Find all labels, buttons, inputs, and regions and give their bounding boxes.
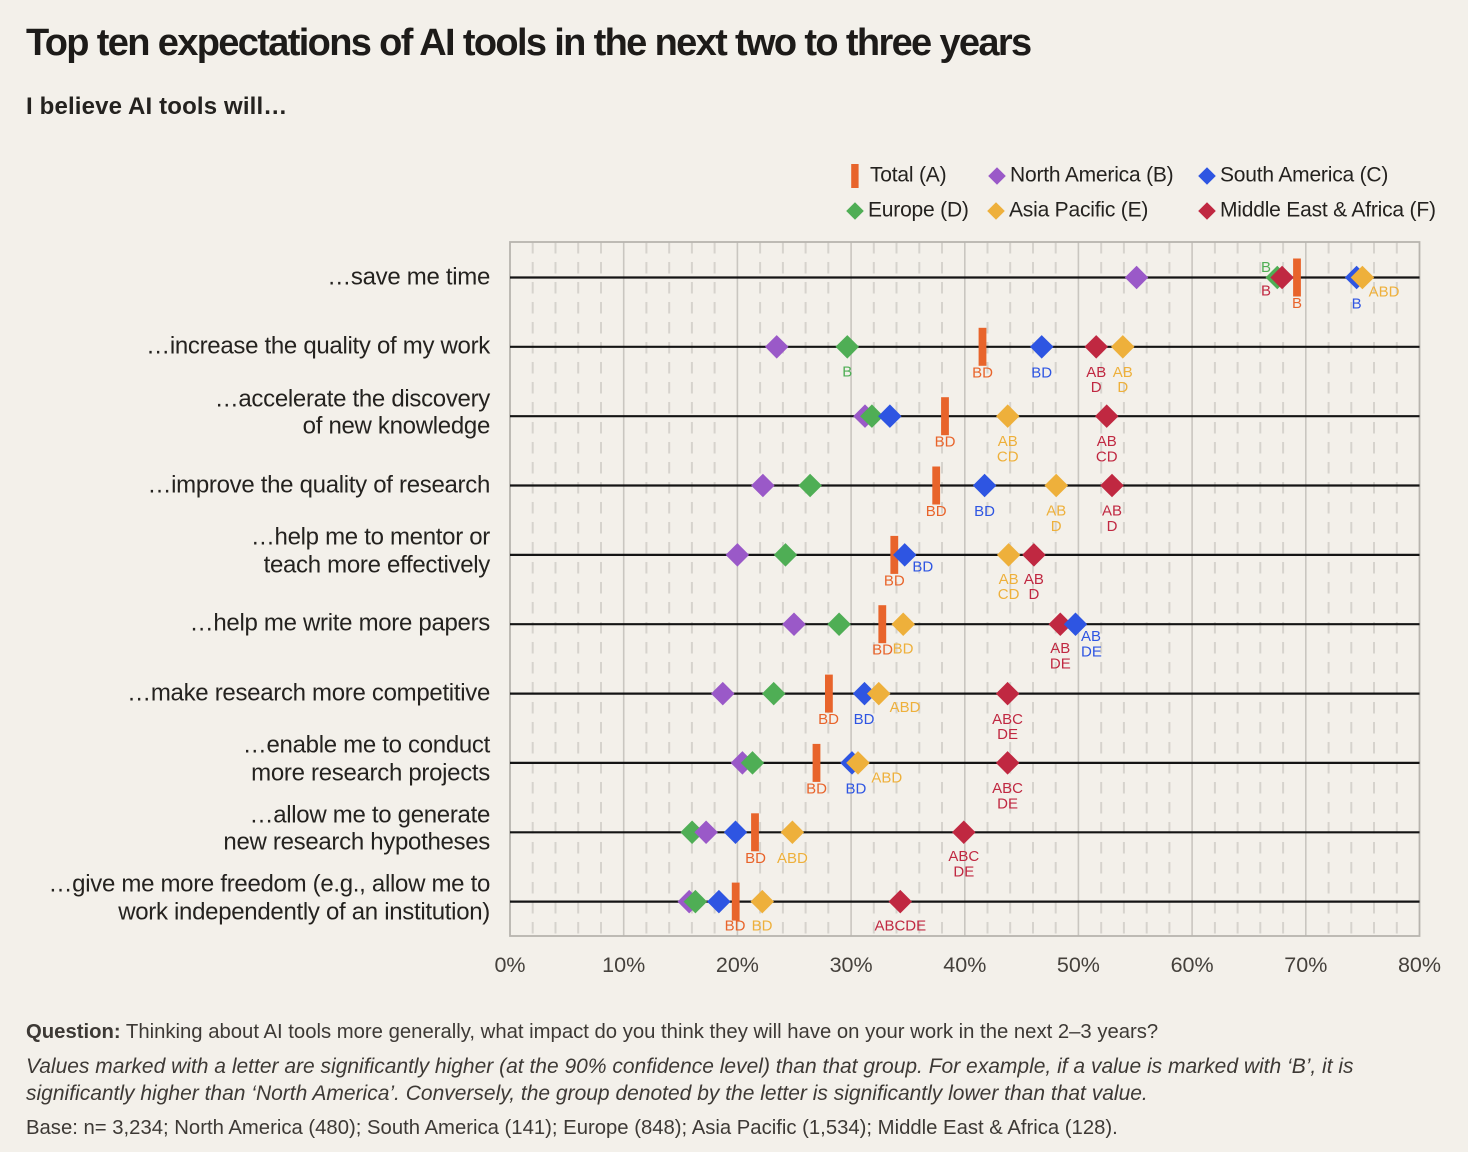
- svg-text:AB: AB: [998, 433, 1018, 450]
- svg-text:BD: BD: [926, 503, 947, 520]
- svg-text:DE: DE: [997, 796, 1018, 813]
- svg-text:BD: BD: [935, 434, 956, 451]
- svg-text:AB: AB: [999, 571, 1019, 588]
- svg-text:AB: AB: [1046, 503, 1066, 520]
- svg-text:ABD: ABD: [890, 699, 921, 716]
- svg-text:BD: BD: [818, 711, 839, 728]
- svg-text:D: D: [1051, 518, 1062, 535]
- svg-text:ABD: ABD: [871, 769, 902, 786]
- svg-text:AB: AB: [1086, 364, 1106, 381]
- svg-text:BD: BD: [884, 572, 905, 589]
- svg-text:BD: BD: [854, 711, 875, 728]
- svg-text:BD: BD: [845, 780, 866, 797]
- svg-text:AB: AB: [1113, 364, 1133, 381]
- svg-text:BD: BD: [745, 850, 766, 867]
- svg-text:BD: BD: [972, 364, 993, 381]
- svg-text:BD: BD: [893, 641, 914, 658]
- svg-text:AB: AB: [1097, 433, 1117, 450]
- svg-text:D: D: [1091, 379, 1102, 396]
- svg-text:B: B: [1261, 259, 1271, 276]
- svg-text:B: B: [842, 363, 852, 380]
- svg-text:AB: AB: [1050, 640, 1070, 657]
- svg-text:ABD: ABD: [777, 850, 808, 867]
- svg-text:B: B: [1292, 295, 1302, 312]
- svg-text:BD: BD: [752, 918, 773, 935]
- svg-text:ABC: ABC: [948, 848, 979, 865]
- svg-text:ABD: ABD: [1369, 284, 1400, 301]
- svg-text:BD: BD: [806, 780, 827, 797]
- svg-text:B: B: [1352, 296, 1362, 313]
- svg-text:BD: BD: [912, 559, 933, 576]
- svg-text:BD: BD: [725, 918, 746, 935]
- svg-text:AB: AB: [1081, 628, 1101, 645]
- svg-text:DE: DE: [997, 726, 1018, 743]
- svg-text:D: D: [1107, 518, 1118, 535]
- svg-text:B: B: [1261, 283, 1271, 300]
- svg-text:CD: CD: [997, 449, 1019, 466]
- svg-text:DE: DE: [1050, 656, 1071, 673]
- svg-text:BD: BD: [872, 642, 893, 659]
- svg-text:AB: AB: [1102, 503, 1122, 520]
- svg-text:ABC: ABC: [992, 780, 1023, 797]
- svg-text:CD: CD: [1096, 449, 1118, 466]
- svg-text:BD: BD: [1031, 364, 1052, 381]
- svg-text:AB: AB: [1024, 571, 1044, 588]
- svg-text:BD: BD: [974, 503, 995, 520]
- svg-text:ABC: ABC: [992, 711, 1023, 728]
- svg-text:DE: DE: [953, 863, 974, 880]
- svg-text:D: D: [1028, 586, 1039, 603]
- svg-text:DE: DE: [1081, 644, 1102, 661]
- svg-text:CD: CD: [998, 586, 1020, 603]
- svg-text:ABCDE: ABCDE: [874, 918, 926, 935]
- svg-text:D: D: [1117, 379, 1128, 396]
